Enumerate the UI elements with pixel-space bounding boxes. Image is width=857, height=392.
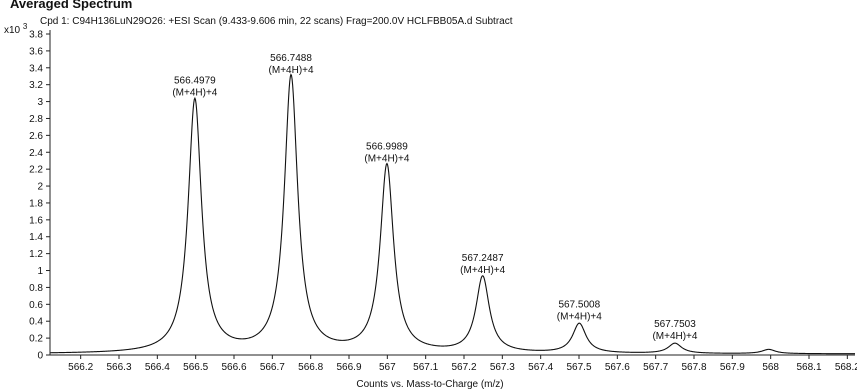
y-tick-label-14: 2.8 <box>29 114 43 125</box>
y-tick-label-18: 3.6 <box>29 46 43 57</box>
x-axis-label: Counts vs. Mass-to-Charge (m/z) <box>356 379 503 390</box>
y-tick-label-2: 0.4 <box>29 317 43 328</box>
x-tick-label-17: 567.9 <box>720 362 745 373</box>
x-tick-label-19: 568.1 <box>796 362 821 373</box>
y-tick-label-17: 3.4 <box>29 63 43 74</box>
x-tick-label-5: 566.7 <box>260 362 285 373</box>
x-tick-label-4: 566.6 <box>221 362 246 373</box>
y-tick-label-3: 0.6 <box>29 300 43 311</box>
y-tick-label-1: 0.2 <box>29 334 43 345</box>
x-tick-label-9: 567.1 <box>413 362 438 373</box>
x-tick-label-20: 568.2 <box>835 362 857 373</box>
y-tick-label-19: 3.8 <box>29 30 43 41</box>
x-tick-label-2: 566.4 <box>145 362 170 373</box>
y-scale-base: x10 <box>4 25 21 36</box>
peak-label-ion-2: (M+4H)+4 <box>364 153 409 164</box>
x-tick-label-10: 567.2 <box>451 362 476 373</box>
peak-label-ion-5: (M+4H)+4 <box>652 331 697 342</box>
y-tick-label-12: 2.4 <box>29 148 43 159</box>
peak-annotations-group: 566.4979(M+4H)+4566.7488(M+4H)+4566.9989… <box>172 53 698 342</box>
x-tick-label-0: 566.2 <box>68 362 93 373</box>
x-tick-label-13: 567.5 <box>566 362 591 373</box>
x-tick-label-14: 567.6 <box>605 362 630 373</box>
peak-label-mz-2: 566.9989 <box>366 141 408 152</box>
peak-label-ion-3: (M+4H)+4 <box>460 265 505 276</box>
peak-label-mz-0: 566.4979 <box>174 76 216 87</box>
y-scale-prefix: x10 3 <box>4 22 28 36</box>
x-tick-label-7: 566.9 <box>336 362 361 373</box>
y-tick-label-8: 1.6 <box>29 215 43 226</box>
peak-label-mz-1: 566.7488 <box>270 53 312 64</box>
y-tick-label-5: 1 <box>37 266 43 277</box>
y-tick-label-11: 2.2 <box>29 165 43 176</box>
peak-label-ion-0: (M+4H)+4 <box>172 88 217 99</box>
x-tick-label-6: 566.8 <box>298 362 323 373</box>
spectrum-trace-group <box>49 73 855 355</box>
x-tick-label-12: 567.4 <box>528 362 553 373</box>
x-tick-label-3: 566.5 <box>183 362 208 373</box>
y-tick-label-16: 3.2 <box>29 80 43 91</box>
y-tick-label-7: 1.4 <box>29 232 43 243</box>
x-tick-label-16: 567.8 <box>681 362 706 373</box>
spectrum-line <box>49 73 855 355</box>
chart-title: Cpd 1: C94H136LuN29O26: +ESI Scan (9.433… <box>40 16 513 27</box>
x-tick-label-8: 567 <box>379 362 396 373</box>
y-tick-label-13: 2.6 <box>29 131 43 142</box>
header-partial-title: Averaged Spectrum <box>10 0 132 11</box>
y-tick-label-9: 1.8 <box>29 198 43 209</box>
peak-label-ion-4: (M+4H)+4 <box>557 311 602 322</box>
y-scale-exponent: 3 <box>23 22 28 31</box>
y-tick-label-15: 3 <box>37 97 43 108</box>
peak-label-ion-1: (M+4H)+4 <box>269 65 314 76</box>
y-tick-label-4: 0.8 <box>29 283 43 294</box>
y-tick-label-10: 2 <box>37 182 43 193</box>
x-tick-label-18: 568 <box>762 362 779 373</box>
peak-label-mz-4: 567.5008 <box>558 299 600 310</box>
peak-label-mz-3: 567.2487 <box>462 253 504 264</box>
y-tick-label-6: 1.2 <box>29 249 43 260</box>
x-tick-label-1: 566.3 <box>106 362 131 373</box>
axes-group: 0 0.2 0.4 0.6 0.8 1 1.2 1.4 1.6 1.8 2 2.2 2.4 2.6 2.8 3… <box>29 30 857 374</box>
x-tick-label-11: 567.3 <box>490 362 515 373</box>
x-tick-label-15: 567.7 <box>643 362 668 373</box>
peak-label-mz-5: 567.7503 <box>654 319 696 330</box>
y-tick-label-0: 0 <box>37 351 43 362</box>
